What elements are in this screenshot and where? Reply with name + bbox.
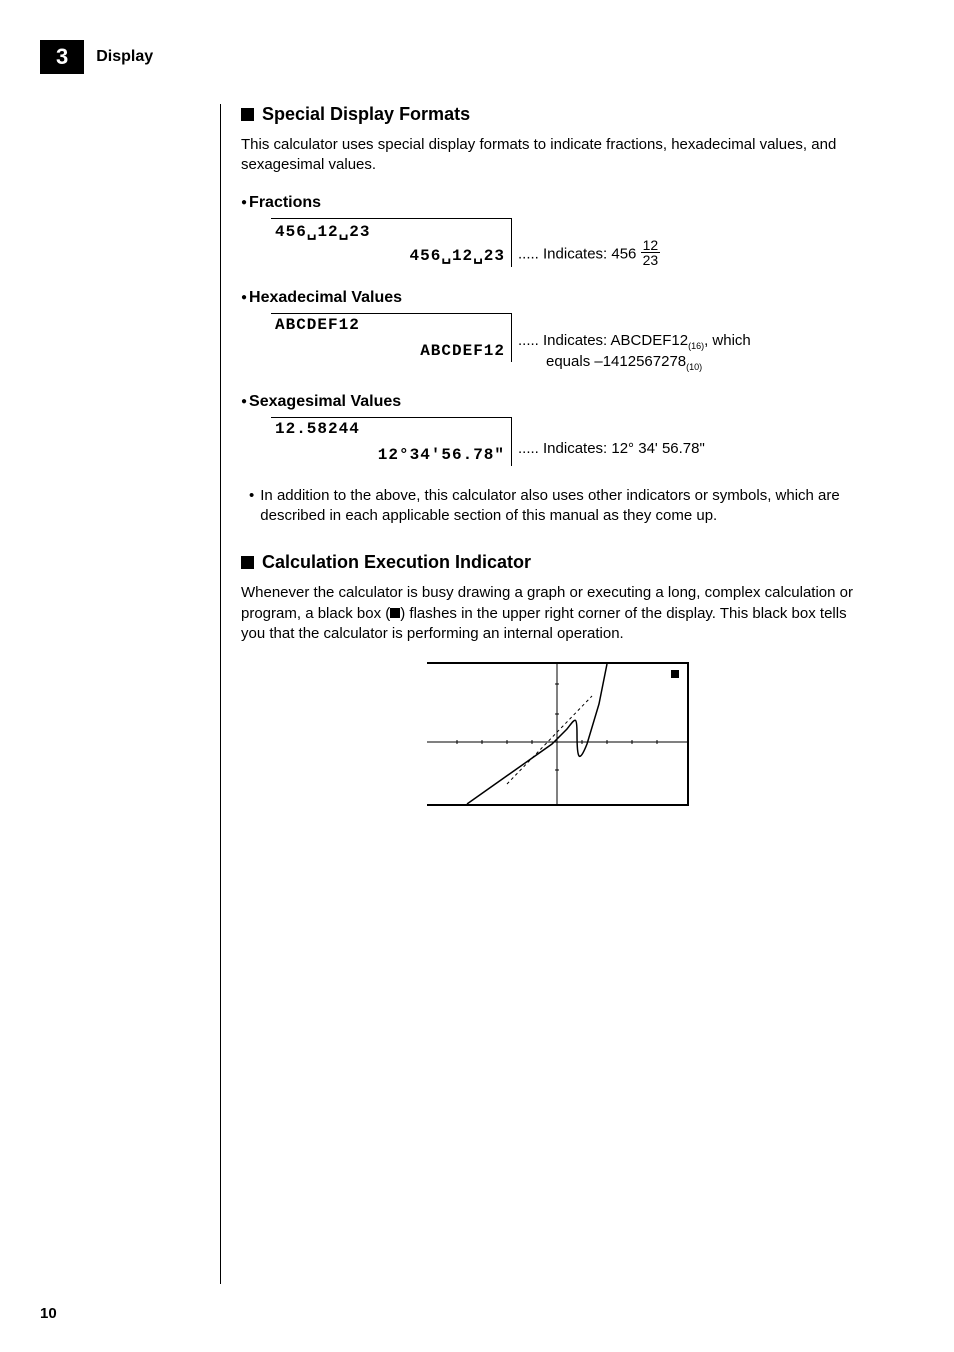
sexagesimal-lcd-top: 12.58244 xyxy=(275,420,360,438)
chapter-title: Display xyxy=(96,48,153,66)
sexagesimal-lcd: 12.58244 12°34'56.78" xyxy=(271,417,512,466)
hex-heading-text: Hexadecimal Values xyxy=(249,289,402,306)
fractions-indicates-prefix: ..... Indicates: 456 xyxy=(518,245,636,262)
hex-lcd-top: ABCDEF12 xyxy=(275,316,360,334)
sexagesimal-lcd-bottom: 12°34'56.78" xyxy=(378,446,505,464)
sexagesimal-heading-text: Sexagesimal Values xyxy=(249,393,401,410)
hex-line2-sub: (10) xyxy=(686,362,702,372)
graph-display xyxy=(427,662,689,806)
hex-line2-a: equals –1412567278 xyxy=(546,353,686,370)
note-row: • In addition to the above, this calcula… xyxy=(249,486,874,527)
section-calc-indicator-title: Calculation Execution Indicator xyxy=(262,552,531,573)
fractions-heading-text: Fractions xyxy=(249,194,321,211)
fractions-heading: Fractions xyxy=(241,194,874,212)
bullet-icon: • xyxy=(249,486,254,527)
hex-line1-a: ..... Indicates: ABCDEF12 xyxy=(518,332,688,349)
chapter-number-box: 3 xyxy=(40,40,84,74)
fractions-frac-num: 12 xyxy=(641,238,661,253)
graph-svg xyxy=(427,664,687,804)
hex-lcd-bottom: ABCDEF12 xyxy=(420,342,505,360)
sexagesimal-indicates: ..... Indicates: 12° 34' 56.78" xyxy=(518,439,705,459)
section2-body: Whenever the calculator is busy drawing … xyxy=(241,583,874,644)
hex-heading: Hexadecimal Values xyxy=(241,289,874,307)
content-column: Special Display Formats This calculator … xyxy=(220,104,874,1284)
black-square-icon xyxy=(390,608,400,618)
section-special-formats-title: Special Display Formats xyxy=(262,104,470,125)
section-special-formats-heading: Special Display Formats xyxy=(241,104,874,125)
fractions-fraction: 12 23 xyxy=(641,238,661,267)
chapter-header: 3 Display xyxy=(40,40,874,74)
fractions-lcd-top: 456␣12␣23 xyxy=(275,221,370,241)
note-text: In addition to the above, this calculato… xyxy=(260,486,874,527)
fractions-frac-den: 23 xyxy=(641,253,661,267)
sexagesimal-example: 12.58244 12°34'56.78" ..... Indicates: 1… xyxy=(271,417,874,466)
fractions-example: 456␣12␣23 456␣12␣23 ..... Indicates: 456… xyxy=(271,218,874,269)
page-number: 10 xyxy=(40,1305,57,1322)
hex-example: ABCDEF12 ABCDEF12 ..... Indicates: ABCDE… xyxy=(271,313,874,373)
hex-line1-sub: (16) xyxy=(688,341,704,351)
hex-lcd: ABCDEF12 ABCDEF12 xyxy=(271,313,512,362)
section1-intro: This calculator uses special display for… xyxy=(241,135,874,176)
fractions-indicates: ..... Indicates: 456 12 23 xyxy=(518,240,660,269)
sexagesimal-heading: Sexagesimal Values xyxy=(241,393,874,411)
square-bullet-icon xyxy=(241,108,254,121)
hex-indicates: ..... Indicates: ABCDEF12(16), which equ… xyxy=(518,331,751,373)
square-bullet-icon xyxy=(241,556,254,569)
fractions-lcd-bottom: 456␣12␣23 xyxy=(410,245,505,265)
hex-line1-b: , which xyxy=(704,332,751,349)
fractions-lcd: 456␣12␣23 456␣12␣23 xyxy=(271,218,512,267)
section-calc-indicator-heading: Calculation Execution Indicator xyxy=(241,552,874,573)
